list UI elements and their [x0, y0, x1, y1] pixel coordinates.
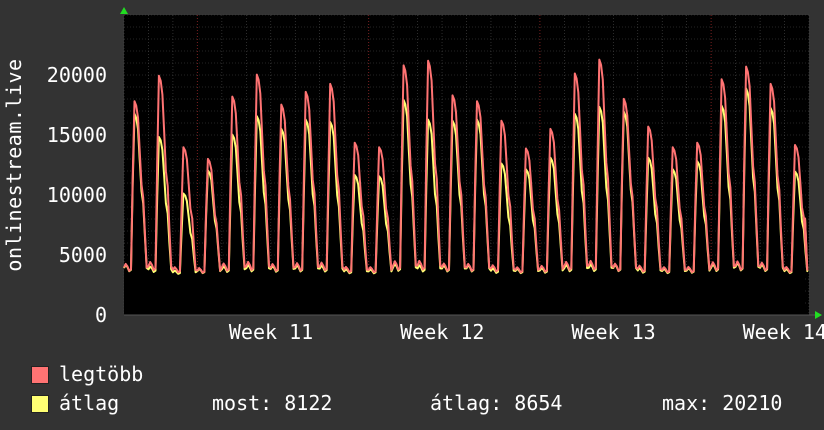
- x-tick-label: Week 14: [743, 320, 824, 344]
- legend-max-swatch: [31, 366, 49, 384]
- x-tick-label: Week 13: [571, 320, 655, 344]
- legend-max-label: legtöbb: [59, 362, 144, 386]
- y-tick-label: 0: [95, 303, 107, 327]
- legend-avg-label: átlag: [59, 391, 120, 415]
- series-avg-area: [124, 88, 808, 315]
- y-tick-label: 10000: [47, 183, 107, 207]
- series-max-line: [123, 58, 809, 274]
- y-tick-label: 20000: [47, 63, 107, 87]
- x-tick-label: Week 12: [400, 320, 484, 344]
- legend-avg-swatch: [31, 395, 49, 413]
- y-axis-arrow-icon: [120, 7, 128, 14]
- y-axis-label: onlinestream.live: [2, 58, 26, 272]
- tick-labels: 0 5000 10000 15000 20000 Week 11 Week 12 Week 1…: [47, 63, 824, 344]
- series-layer: [123, 58, 809, 315]
- stat-avg: átlag: 8654: [430, 391, 563, 415]
- x-axis-arrow-icon: [815, 311, 822, 319]
- y-tick-label: 15000: [47, 123, 107, 147]
- stat-max: max: 20210: [662, 391, 783, 415]
- y-tick-label: 5000: [59, 243, 107, 267]
- x-tick-label: Week 11: [229, 320, 313, 344]
- axis-arrows: [120, 7, 822, 319]
- stat-now: most: 8122: [212, 391, 333, 415]
